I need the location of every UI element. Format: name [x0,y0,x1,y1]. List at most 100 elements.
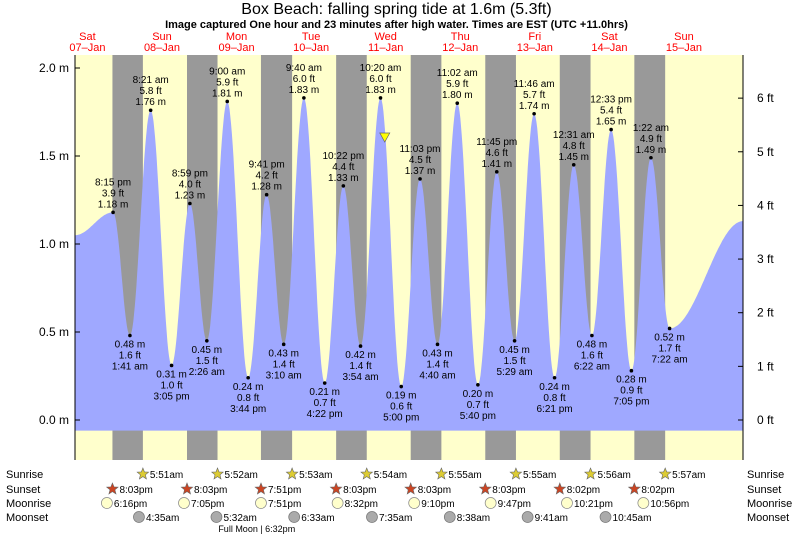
extreme-label: 0.9 ft [620,386,642,397]
now-marker-icon [379,132,391,143]
moonset-time: 5:32am [223,513,256,524]
moonset-time: 4:35am [146,513,179,524]
sunset-icon [105,482,119,495]
tide-curve [75,98,743,431]
extreme-label: 5:00 pm [383,413,419,424]
moonrise-time: 9:10pm [421,499,454,510]
extreme-label: 5.8 ft [140,86,162,97]
extreme-label: 0.19 m [386,391,417,402]
day-label-date: 13–Jan [517,42,553,54]
extreme-label: 10:22 pm [322,151,364,162]
day-label-date: 15–Jan [666,42,702,54]
extreme-label: 1.83 m [365,85,396,96]
extreme-label: 4.5 ft [409,155,431,166]
day-label-date: 11–Jan [368,42,403,54]
extreme-dot [418,177,422,181]
extreme-label: 1.5 ft [196,356,218,367]
extreme-dot [188,201,192,206]
day-label-dow: Fri [528,31,541,43]
extreme-label: 0.42 m [345,350,376,361]
extreme-label: 0.8 ft [237,393,259,404]
extreme-label: 4.0 ft [179,180,201,191]
sunset-icon [180,482,194,495]
extreme-dot [302,96,306,100]
moonrise-time: 7:05pm [191,499,224,510]
sunrise-time: 5:57am [672,470,705,481]
y-tick-label-m: 1.0 m [39,237,69,251]
extreme-label: 3:10 am [266,370,302,381]
sunset-time: 8:03pm [418,485,451,496]
y-tick-label-ft: 6 ft [757,91,774,105]
extreme-label: 1.4 ft [273,359,295,370]
extreme-label: 10:20 am [360,63,402,74]
extreme-dot [281,342,286,347]
sunrise-time: 5:53am [299,470,332,481]
extreme-label: 4.2 ft [256,171,278,182]
extreme-label: 1.80 m [442,90,473,101]
extreme-label: 1.81 m [212,88,243,99]
chart-title: Box Beach: falling spring tide at 1.6m (… [241,1,552,18]
y-tick-label-ft: 2 ft [757,306,774,320]
sunset-time: 8:03pm [492,485,525,496]
extreme-label: 6.0 ft [369,74,391,85]
extreme-label: 4:40 am [419,370,455,381]
extreme-label: 8:21 am [133,75,169,86]
extreme-label: 5.7 ft [523,90,545,101]
sunrise-icon [285,467,299,480]
y-tick-label-ft: 5 ft [757,145,774,159]
day-label-date: 09–Jan [219,42,255,54]
moonset-icon [521,511,534,523]
extreme-label: 0.45 m [499,345,530,356]
extreme-dot [246,375,250,380]
extreme-label: 4.4 ft [332,162,354,173]
extreme-label: 0.31 m [156,369,187,380]
full-moon-note: Full Moon | 6:32pm [218,524,295,534]
y-tick-label-ft: 0 ft [757,413,774,427]
extreme-dot [378,96,383,100]
sunset-icon [329,482,343,495]
moonset-row-label-right: Moonset [747,512,789,524]
sunrise-time: 5:51am [150,470,183,481]
sunrise-icon [434,467,448,480]
extreme-label: 0.48 m [115,340,146,351]
y-tick-label-m: 2.0 m [39,61,69,75]
extreme-label: 6.0 ft [293,74,315,85]
day-label-date: 07–Jan [69,42,105,54]
sunrise-icon [584,467,597,480]
extreme-label: 6:21 pm [536,404,572,415]
extreme-label: 7:05 pm [613,397,649,408]
sunset-row-label-right: Sunset [747,484,781,496]
extreme-label: 5.4 ft [600,106,622,117]
extreme-dot [435,342,440,347]
sunrise-time: 5:56am [598,470,631,481]
extreme-label: 12:33 pm [590,95,632,106]
sunset-time: 8:03pm [194,485,227,496]
extreme-dot [532,111,536,116]
moonset-time: 6:33am [301,513,334,524]
day-label-date: 12–Jan [442,42,478,54]
extreme-label: 1.4 ft [426,359,448,370]
moonrise-icon [331,497,344,509]
extreme-label: 1:22 am [633,123,669,134]
extreme-label: 0.7 ft [314,398,336,409]
now-marker [379,132,391,143]
extreme-label: 0.52 m [654,332,685,343]
sunrise-time: 5:55am [523,470,556,481]
extreme-label: 1.6 ft [119,351,141,362]
extreme-label: 12:31 am [553,130,595,141]
extreme-dot [590,333,594,338]
extreme-label: 3:05 pm [153,391,189,402]
extreme-label: 0.43 m [422,348,453,359]
day-label-date: 10–Jan [293,42,329,54]
astro-rows: Sunrise Sunrise Sunset Sunset Moonrise Moonri… [6,467,792,534]
extreme-dot [358,344,363,348]
sunrise-icon [509,467,523,480]
extreme-label: 5.9 ft [446,79,468,90]
extreme-label: 1.23 m [175,191,206,202]
sunrise-time: 5:54am [374,470,407,481]
moonset-icon [443,511,456,523]
extreme-dot [322,381,327,385]
extreme-label: 1.7 ft [658,343,680,354]
extreme-label: 3:44 pm [230,404,266,415]
extreme-label: 1.49 m [636,145,667,156]
